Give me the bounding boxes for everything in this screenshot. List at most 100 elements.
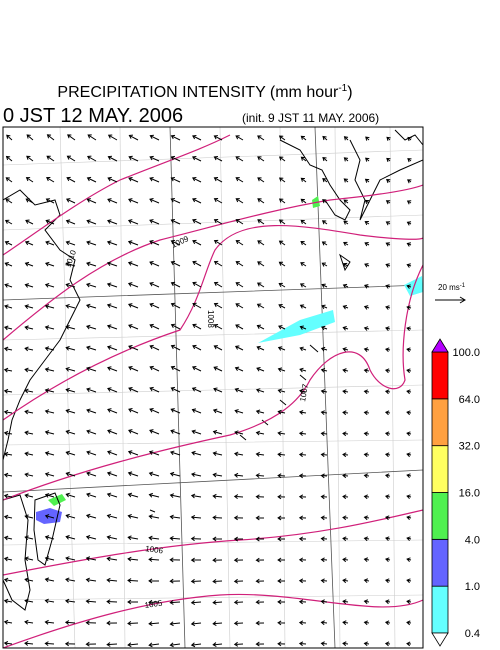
wind-arrow bbox=[235, 219, 244, 225]
wind-arrow bbox=[127, 219, 139, 225]
wind-arrow bbox=[212, 642, 223, 647]
wind-arrow bbox=[3, 577, 13, 583]
wind-arrow bbox=[192, 344, 202, 351]
wind-arrow bbox=[65, 471, 76, 477]
colorbar-label: 100.0 bbox=[452, 347, 480, 359]
wind-arrow bbox=[321, 283, 328, 288]
wind-arrow bbox=[363, 389, 370, 395]
wind-arrow bbox=[255, 578, 265, 584]
wind-arrow bbox=[213, 239, 223, 246]
wind-arrow bbox=[342, 641, 349, 647]
wind-arrow bbox=[149, 176, 160, 183]
wind-arrow bbox=[44, 641, 55, 647]
wind-arrow bbox=[255, 430, 265, 436]
wind-arrow bbox=[170, 134, 181, 141]
wind-arrow bbox=[342, 304, 349, 310]
wind-arrow bbox=[298, 578, 307, 584]
wind-arrow bbox=[65, 577, 76, 583]
wind-arrow bbox=[406, 242, 412, 247]
wind-arrow bbox=[127, 492, 139, 498]
wind-arrow bbox=[277, 494, 286, 500]
wind-arrow bbox=[45, 240, 55, 246]
wind-arrow bbox=[149, 323, 160, 330]
wind-arrow bbox=[107, 387, 118, 393]
wind-arrow bbox=[363, 431, 370, 437]
wind-arrow bbox=[192, 197, 202, 204]
wind-arrow bbox=[342, 578, 349, 584]
wind-arrow bbox=[320, 641, 328, 647]
wind-arrow bbox=[148, 599, 160, 605]
wind-arrow bbox=[170, 386, 181, 393]
wind-arrow bbox=[406, 536, 412, 542]
wind-arrow bbox=[407, 136, 412, 142]
wind-arrow bbox=[65, 282, 76, 288]
wind-arrow bbox=[342, 473, 349, 479]
wind-arrow bbox=[233, 620, 244, 626]
wind-arrow bbox=[363, 452, 370, 458]
wind-arrow bbox=[257, 198, 265, 204]
wind-arrow bbox=[44, 346, 55, 352]
wind-arrow bbox=[128, 134, 139, 141]
wind-arrow bbox=[149, 134, 160, 141]
wind-arrow bbox=[24, 367, 34, 373]
wind-arrow bbox=[106, 556, 118, 562]
wind-arrow bbox=[148, 514, 160, 520]
wind-arrow bbox=[24, 535, 34, 541]
wind-arrow bbox=[212, 408, 223, 414]
wind-arrow bbox=[277, 430, 286, 436]
wind-arrow bbox=[169, 600, 181, 605]
wind-arrow bbox=[3, 619, 13, 625]
wind-arrow bbox=[342, 515, 349, 521]
wind-arrow bbox=[170, 197, 181, 204]
wind-arrow bbox=[363, 326, 370, 331]
wind-arrow bbox=[128, 198, 139, 204]
wind-arrow bbox=[3, 641, 13, 646]
wind-arrow bbox=[343, 241, 349, 246]
wind-arrow bbox=[384, 452, 391, 458]
wind-arrow bbox=[149, 302, 160, 309]
wind-vectors bbox=[3, 134, 412, 648]
wind-arrow bbox=[149, 429, 160, 435]
wind-arrow bbox=[24, 409, 34, 415]
wind-arrow bbox=[234, 345, 244, 351]
wind-arrow bbox=[277, 515, 286, 521]
wind-arrow bbox=[190, 514, 202, 520]
wind-arrow bbox=[299, 367, 307, 373]
wind-arrow bbox=[107, 176, 118, 183]
wind-arrow bbox=[66, 198, 76, 204]
wind-arrow bbox=[342, 283, 349, 289]
wind-arrow bbox=[363, 641, 370, 647]
wind-arrow bbox=[170, 408, 181, 414]
isobar-label: 1010 bbox=[63, 248, 78, 268]
wind-arrow bbox=[106, 577, 118, 583]
wind-arrow bbox=[3, 430, 13, 436]
wind-arrow bbox=[212, 536, 223, 542]
wind-arrow bbox=[342, 599, 349, 605]
wind-arrow bbox=[127, 599, 139, 605]
wind-arrow bbox=[213, 177, 223, 183]
coastlines bbox=[3, 129, 423, 611]
wind-arrow bbox=[299, 283, 307, 288]
wind-arrow bbox=[384, 368, 391, 374]
wind-arrow bbox=[3, 514, 13, 520]
wind-arrow bbox=[4, 283, 13, 288]
wind-arrow bbox=[343, 157, 349, 162]
wind-arrow bbox=[298, 431, 307, 436]
wind-arrow bbox=[170, 323, 181, 330]
wind-arrow bbox=[85, 598, 97, 604]
wind-arrow bbox=[128, 365, 139, 372]
wind-arrow bbox=[277, 452, 286, 457]
wind-arrow bbox=[3, 535, 13, 541]
wind-arrow bbox=[169, 450, 181, 456]
wind-arrow bbox=[342, 557, 349, 563]
wind-arrow bbox=[407, 179, 412, 184]
wind-arrow bbox=[235, 282, 244, 288]
wind-arrow bbox=[170, 176, 181, 183]
wind-arrow bbox=[278, 261, 286, 267]
wind-arrow bbox=[385, 284, 391, 289]
wind-arrow bbox=[233, 599, 244, 605]
wind-arrow bbox=[169, 621, 181, 627]
wind-arrow bbox=[320, 473, 328, 479]
wind-arrow bbox=[257, 240, 265, 246]
wind-arrow bbox=[278, 156, 286, 162]
